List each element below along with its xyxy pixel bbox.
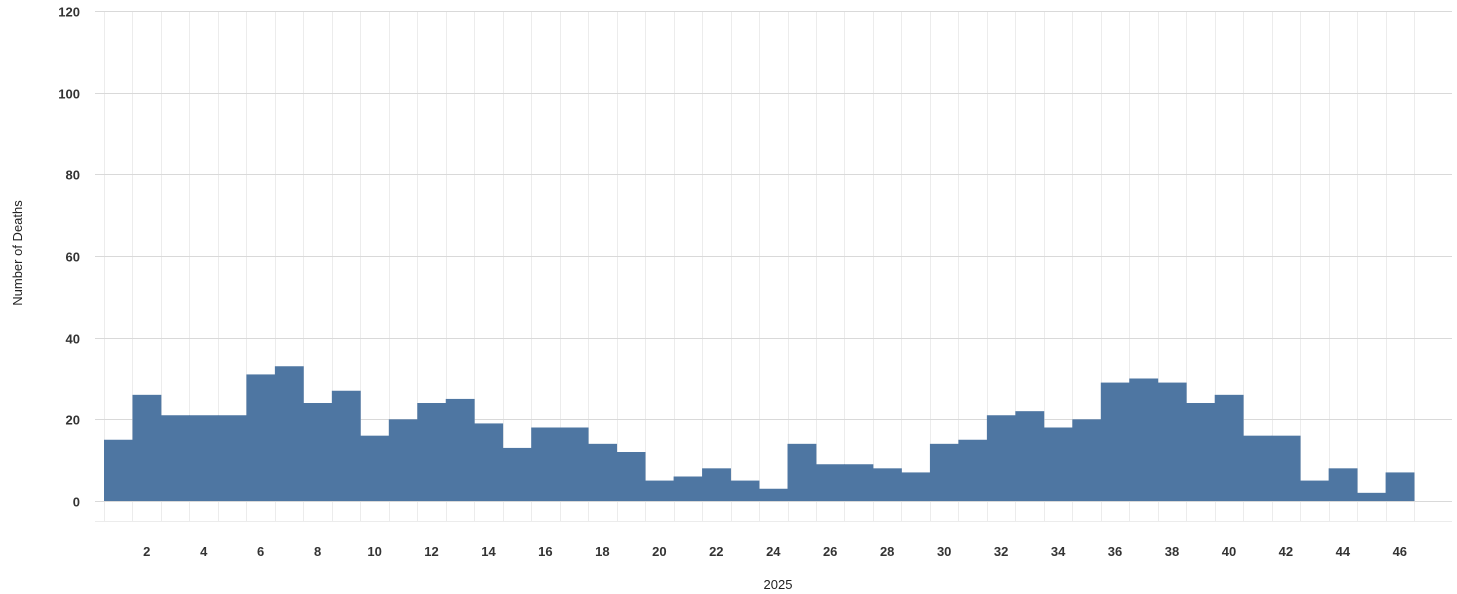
x-tick-label: 14 <box>481 544 496 559</box>
bar-week-40 <box>1214 394 1244 501</box>
x-tick-label: 32 <box>994 544 1008 559</box>
x-tick-label: 22 <box>709 544 723 559</box>
bar-week-17 <box>559 427 589 501</box>
bar-week-37 <box>1129 378 1159 501</box>
bar-week-30 <box>929 443 959 501</box>
bar-week-8 <box>303 403 333 501</box>
y-tick-label: 120 <box>58 5 80 20</box>
x-tick-label: 8 <box>314 544 321 559</box>
x-tick-label: 44 <box>1336 544 1351 559</box>
x-tick-label: 18 <box>595 544 609 559</box>
bar-week-12 <box>417 403 447 501</box>
y-axis-ticks: 0 20 40 60 80 100 120 <box>58 5 80 510</box>
x-tick-label: 20 <box>652 544 666 559</box>
y-axis-title: Number of Deaths <box>10 200 25 306</box>
x-tick-label: 38 <box>1165 544 1179 559</box>
x-tick-label: 16 <box>538 544 552 559</box>
bar-week-21 <box>673 476 703 501</box>
x-axis-ticks: 2 4 6 8 10 12 14 16 18 20 22 24 26 28 30 32 34 36 38 40 42 44… <box>143 544 1407 559</box>
bar-week-1 <box>104 439 133 501</box>
bar-week-41 <box>1243 435 1273 501</box>
bar-week-24 <box>759 488 788 501</box>
y-tick-label: 60 <box>66 250 80 265</box>
bar-week-34 <box>1043 427 1073 501</box>
y-tick-label: 20 <box>66 413 80 428</box>
x-tick-label: 12 <box>424 544 438 559</box>
bar-week-10 <box>360 435 390 501</box>
bar-week-36 <box>1100 382 1130 501</box>
bar-week-39 <box>1186 403 1216 501</box>
bar-week-44 <box>1328 468 1358 501</box>
x-tick-label: 6 <box>257 544 264 559</box>
y-tick-label: 100 <box>58 87 80 102</box>
bar-week-32 <box>986 415 1016 501</box>
bar-week-31 <box>958 439 988 501</box>
bar-week-16 <box>531 427 561 501</box>
bar-week-6 <box>246 374 276 501</box>
bar-week-11 <box>388 419 418 501</box>
bar-week-2 <box>132 394 162 501</box>
x-tick-label: 34 <box>1051 544 1066 559</box>
bar-week-18 <box>588 443 618 501</box>
x-tick-label: 24 <box>766 544 781 559</box>
bar-week-3 <box>160 415 190 501</box>
y-tick-label: 0 <box>73 495 80 510</box>
bar-week-13 <box>445 398 475 501</box>
bar-week-28 <box>872 468 902 501</box>
x-tick-label: 10 <box>367 544 381 559</box>
x-tick-label: 30 <box>937 544 951 559</box>
bar-week-5 <box>217 415 247 501</box>
bar-week-42 <box>1271 435 1301 501</box>
bar-week-7 <box>274 366 304 501</box>
x-tick-label: 2 <box>143 544 150 559</box>
bar-week-33 <box>1015 411 1045 501</box>
bar-week-19 <box>616 452 646 501</box>
x-axis-title: 2025 <box>764 577 793 592</box>
bar-week-35 <box>1072 419 1102 501</box>
bar-week-27 <box>844 464 874 501</box>
bar-week-25 <box>787 443 817 501</box>
y-tick-label: 80 <box>66 168 80 183</box>
bar-week-43 <box>1300 480 1330 501</box>
bar-week-14 <box>474 423 504 501</box>
x-tick-label: 42 <box>1279 544 1293 559</box>
bar-week-15 <box>502 447 532 501</box>
x-tick-label: 26 <box>823 544 837 559</box>
x-tick-label: 28 <box>880 544 894 559</box>
x-tick-label: 36 <box>1108 544 1122 559</box>
bar-week-26 <box>816 464 845 501</box>
bar-week-22 <box>702 468 731 501</box>
y-tick-label: 40 <box>66 332 80 347</box>
x-tick-label: 46 <box>1393 544 1407 559</box>
x-tick-label: 40 <box>1222 544 1236 559</box>
bar-week-45 <box>1357 492 1386 501</box>
bars <box>104 366 1415 501</box>
bar-week-46 <box>1385 472 1415 501</box>
bar-week-29 <box>901 472 931 501</box>
bar-week-9 <box>331 390 361 501</box>
x-tick-label: 4 <box>200 544 208 559</box>
bar-week-38 <box>1157 382 1187 501</box>
bar-week-23 <box>730 480 760 501</box>
bar-week-20 <box>645 480 674 501</box>
bar-week-4 <box>189 415 219 501</box>
